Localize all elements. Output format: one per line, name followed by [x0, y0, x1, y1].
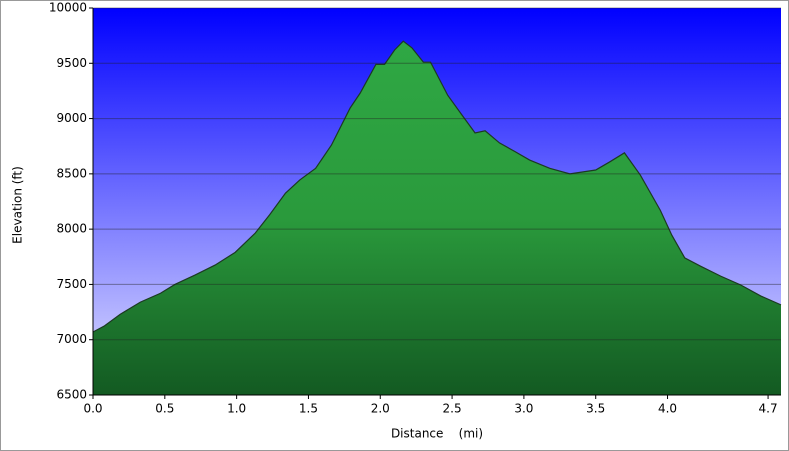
x-tick-label: 1.5: [299, 402, 318, 416]
x-tick-label: 4.0: [658, 402, 677, 416]
y-tick-label: 7000: [56, 332, 87, 346]
x-tick-label: 2.5: [443, 402, 462, 416]
y-tick-label: 7500: [56, 277, 87, 291]
area-fill: [93, 41, 781, 396]
y-tick-label: 10000: [49, 1, 87, 15]
area-line: [92, 40, 782, 333]
y-tick-label: 8000: [56, 222, 87, 236]
y-tick-label: 6500: [56, 388, 87, 402]
x-tick-label: 3.0: [514, 402, 533, 416]
x-tick-label: 4.7: [759, 402, 778, 416]
x-tick-label: 2.0: [371, 402, 390, 416]
y-tick-label: 9500: [56, 56, 87, 70]
y-axis-title: Elevation (ft): [11, 166, 25, 244]
y-tick-label: 9000: [56, 111, 87, 125]
x-tick-label: 3.5: [586, 402, 605, 416]
x-axis-title: Distance (mi): [391, 427, 483, 441]
y-tick-label: 8500: [56, 166, 87, 180]
x-tick-label: 0.0: [83, 402, 102, 416]
x-tick-label: 1.0: [227, 402, 246, 416]
x-tick-label: 0.5: [155, 402, 174, 416]
